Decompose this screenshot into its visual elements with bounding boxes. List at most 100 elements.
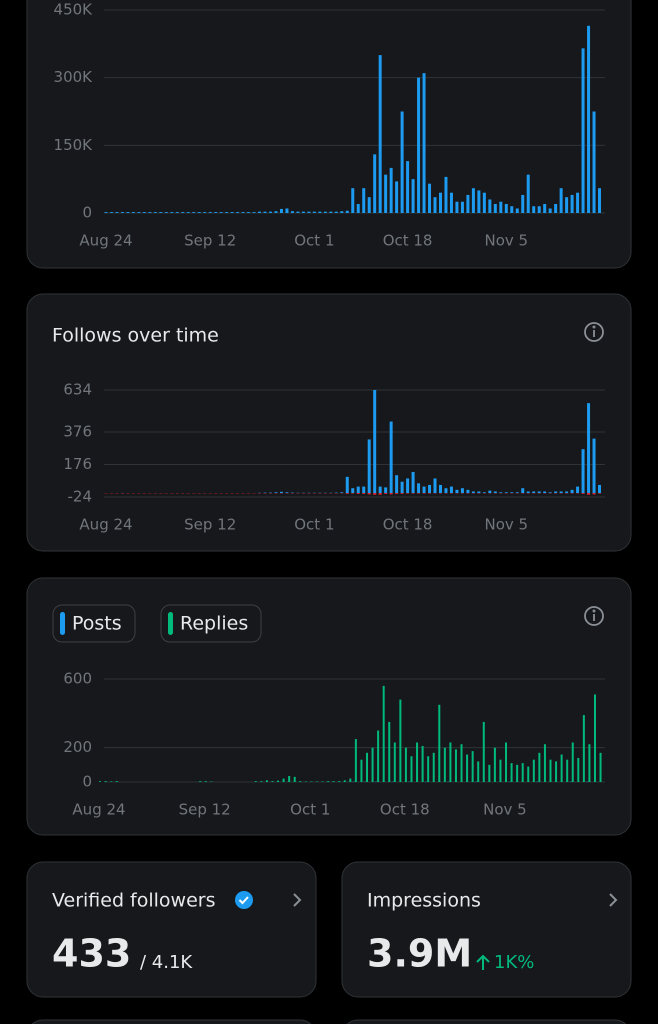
- bar: [428, 183, 432, 213]
- bar: [377, 730, 380, 782]
- bar: [466, 754, 469, 782]
- bar: [570, 194, 574, 213]
- bar: [323, 211, 327, 213]
- x-tick-label: Aug 24: [72, 801, 125, 819]
- card-title: Impressions: [367, 890, 481, 912]
- bar: [455, 489, 459, 494]
- bar: [555, 761, 558, 782]
- bar: [570, 489, 574, 494]
- bar: [449, 192, 453, 213]
- bar: [504, 203, 508, 213]
- bar: [406, 161, 410, 213]
- bar: [592, 438, 596, 494]
- bar: [367, 493, 371, 495]
- bar: [269, 211, 273, 213]
- bar: [274, 211, 278, 213]
- bar: [382, 685, 385, 782]
- x-tick-label: Sep 12: [184, 232, 236, 250]
- bar: [384, 487, 388, 494]
- bar: [214, 212, 218, 213]
- card-title: Verified followers: [52, 890, 216, 912]
- bar: [399, 699, 402, 782]
- bar: [362, 486, 366, 494]
- bar: [203, 212, 207, 213]
- y-tick-label: -24: [68, 488, 93, 506]
- x-tick-label: Oct 1: [290, 801, 330, 819]
- bar: [493, 491, 497, 494]
- y-tick-label: 600: [63, 670, 92, 688]
- bar: [587, 403, 591, 494]
- info-icon[interactable]: [584, 606, 604, 626]
- card[interactable]: [341, 861, 632, 998]
- y-tick-label: 176: [63, 455, 92, 473]
- bar: [354, 739, 357, 782]
- bar: [378, 486, 382, 494]
- bar: [438, 484, 442, 494]
- bar: [279, 208, 283, 213]
- legend-button[interactable]: [160, 604, 262, 643]
- bar: [199, 781, 202, 782]
- x-tick-label: Aug 24: [79, 232, 132, 250]
- bar: [587, 25, 591, 213]
- legend-label: Replies: [180, 613, 248, 635]
- bar: [271, 781, 274, 782]
- bar: [466, 194, 470, 213]
- info-icon[interactable]: [584, 322, 604, 342]
- bar: [288, 775, 291, 782]
- bar: [285, 492, 289, 494]
- bar: [120, 212, 124, 213]
- bar: [186, 212, 190, 213]
- bar: [471, 188, 475, 213]
- bar: [482, 492, 486, 494]
- bar: [581, 449, 585, 494]
- y-tick-label: 0: [82, 773, 92, 791]
- bar: [510, 206, 514, 213]
- x-tick-label: Sep 12: [179, 801, 231, 819]
- bar: [571, 742, 574, 782]
- bar: [548, 492, 552, 494]
- x-tick-label: Oct 18: [383, 516, 433, 534]
- bar: [411, 179, 415, 213]
- bar: [537, 491, 541, 494]
- bar: [477, 190, 481, 213]
- bar: [340, 211, 344, 213]
- x-tick-label: Oct 1: [294, 516, 334, 534]
- panel: [26, 293, 632, 552]
- bar: [422, 486, 426, 494]
- bar: [543, 491, 547, 494]
- bar: [577, 757, 580, 782]
- bar: [293, 776, 296, 782]
- bar: [587, 493, 591, 495]
- x-tick-label: Aug 24: [79, 516, 132, 534]
- bar: [581, 48, 585, 213]
- bar: [433, 478, 437, 494]
- y-tick-label: 634: [63, 381, 92, 399]
- card[interactable]: [26, 861, 317, 998]
- bar: [516, 764, 519, 782]
- bar: [321, 781, 324, 782]
- legend-button[interactable]: [52, 604, 136, 643]
- bar: [230, 212, 234, 213]
- bar: [482, 721, 485, 782]
- bar: [362, 493, 366, 494]
- bar: [290, 211, 294, 213]
- bar: [109, 212, 113, 213]
- bar: [543, 744, 546, 782]
- bar: [159, 212, 163, 213]
- bar: [400, 111, 404, 213]
- bar: [258, 211, 262, 213]
- bar: [307, 211, 311, 213]
- bar: [466, 489, 470, 494]
- bar: [566, 759, 569, 782]
- bar: [247, 212, 251, 213]
- bar: [312, 211, 316, 213]
- bar: [345, 210, 349, 213]
- bar: [310, 781, 313, 782]
- bar: [304, 781, 307, 782]
- bar: [565, 491, 569, 494]
- legend-swatch: [168, 612, 173, 635]
- bar: [367, 439, 371, 494]
- bar: [296, 211, 300, 213]
- bar: [110, 781, 113, 782]
- verified-badge: [235, 891, 253, 909]
